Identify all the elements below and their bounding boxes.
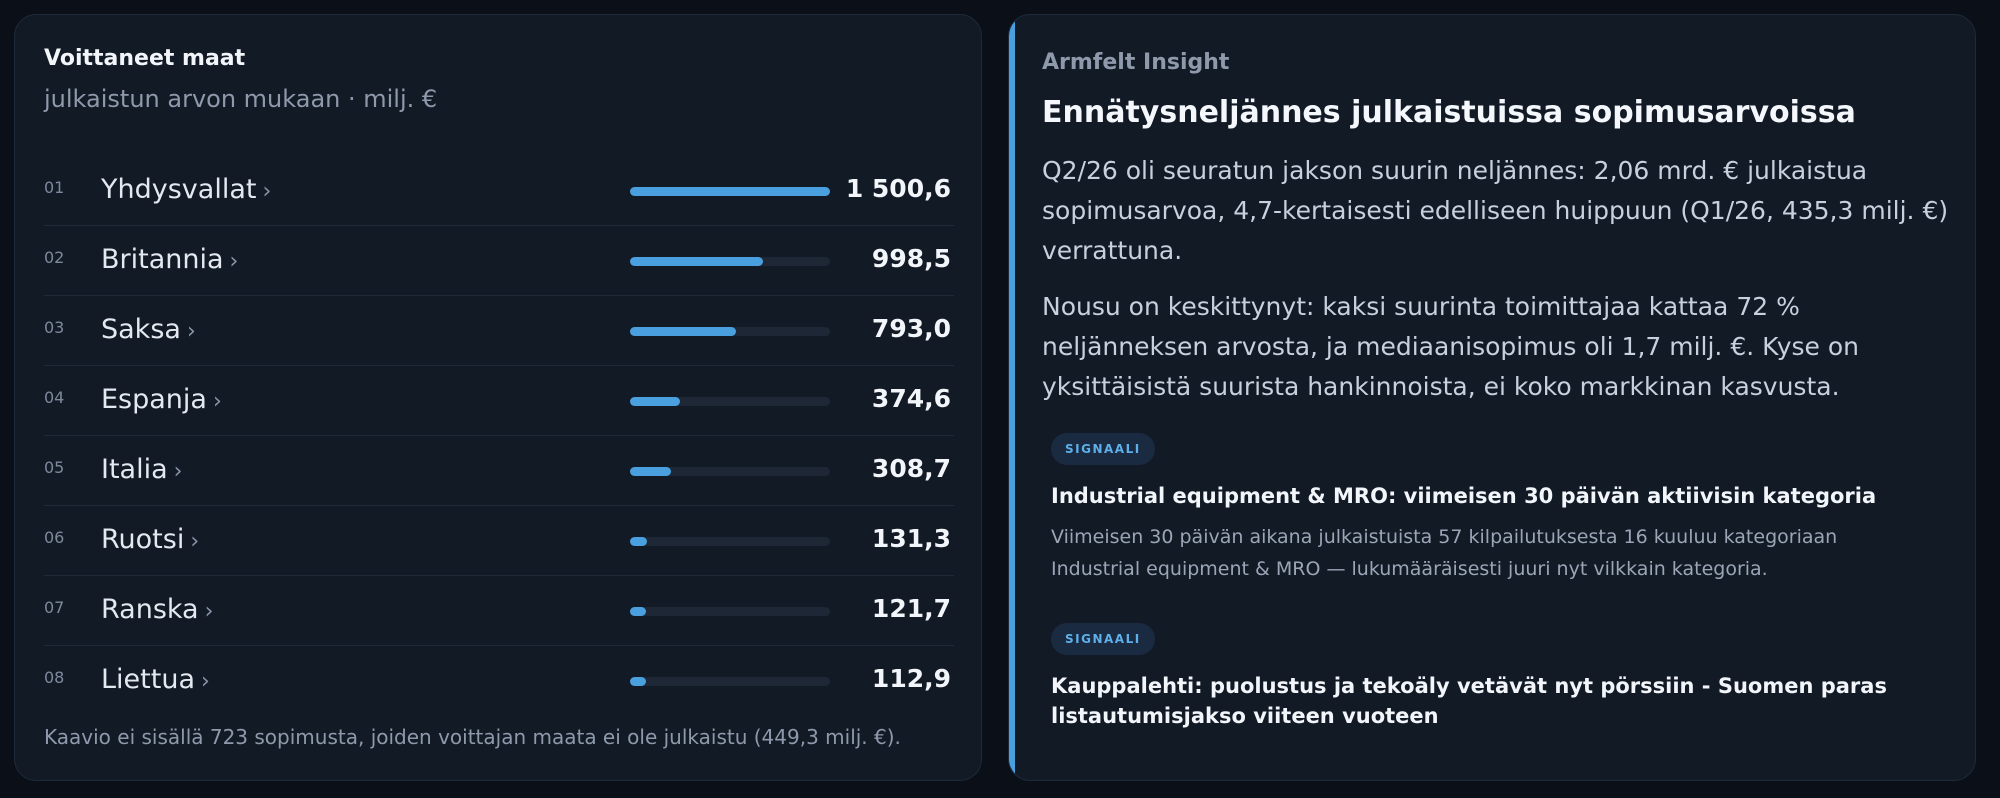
insight-brand: Armfelt Insight [1042,50,1230,75]
value-bar-track [630,257,830,266]
chevron-right-icon: › [173,459,183,484]
country-row-espanja[interactable]: 04 Espanja › 374,6 [44,366,954,436]
insight-card: Armfelt Insight Ennätysneljännes julkais… [1008,14,1976,781]
row-rank: 07 [44,598,65,617]
value-bar-fill [630,467,672,476]
value-bar-fill [630,257,764,266]
row-rank: 05 [44,458,65,477]
country-row-britannia[interactable]: 02 Britannia › 998,5 [44,226,954,296]
signal-item: SIGNAALI Industrial equipment & MRO: vii… [1051,433,1931,585]
accent-bar [1009,15,1015,780]
value-bar-track [630,677,830,686]
chevron-right-icon: › [262,179,272,204]
country-name: Ranska [101,594,199,625]
chevron-right-icon: › [190,529,200,554]
chevron-right-icon: › [186,319,196,344]
country-row-ruotsi[interactable]: 06 Ruotsi › 131,3 [44,506,954,576]
signal-badge: SIGNAALI [1051,623,1155,655]
insight-headline: Ennätysneljännes julkaistuissa sopimusar… [1042,95,1856,130]
country-name: Saksa [101,314,181,345]
winning-countries-card: Voittaneet maat julkaistun arvon mukaan … [14,14,982,781]
chevron-right-icon: › [201,669,210,694]
row-value: 131,3 [871,524,951,553]
row-rank: 06 [44,528,65,547]
chevron-right-icon: › [212,389,222,414]
value-bar-fill [630,397,680,406]
value-bar-fill [630,327,736,336]
country-link[interactable]: Espanja › [101,384,222,415]
country-name: Britannia [101,244,224,275]
value-bar-fill [630,187,830,196]
row-rank: 02 [44,248,65,267]
value-bar-fill [630,677,646,686]
card-subtitle: julkaistun arvon mukaan · milj. € [44,85,438,113]
chevron-right-icon: › [229,249,239,274]
row-value: 121,7 [871,594,951,623]
card-title: Voittaneet maat [44,46,246,71]
row-rank: 04 [44,388,65,407]
row-rank: 03 [44,318,65,337]
value-bar-fill [630,607,647,616]
country-name: Yhdysvallat [101,174,257,205]
signal-badge: SIGNAALI [1051,433,1155,465]
value-bar-track [630,397,830,406]
row-rank: 08 [44,668,65,687]
country-row-saksa[interactable]: 03 Saksa › 793,0 [44,296,954,366]
insight-paragraph-2: Nousu on keskittynyt: kaksi suurinta toi… [1042,292,1859,401]
row-value: 112,9 [871,664,951,693]
country-link[interactable]: Ranska › [101,594,213,625]
row-value: 1 500,6 [845,174,951,203]
country-name: Espanja [101,384,207,415]
value-bar-track [630,187,830,196]
country-link[interactable]: Ruotsi › [101,524,199,555]
signal-item: SIGNAALI Kauppalehti: puolustus ja tekoä… [1051,623,1931,731]
row-value: 308,7 [871,454,951,483]
country-row-liettua[interactable]: 08 Liettua › 112,9 [44,646,954,716]
row-value: 793,0 [871,314,951,343]
country-name: Ruotsi [101,524,185,555]
country-name: Italia [101,454,168,485]
country-row-yhdysvallat[interactable]: 01 Yhdysvallat › 1 500,6 [44,156,954,226]
country-link[interactable]: Italia › [101,454,182,485]
country-link[interactable]: Yhdysvallat › [101,174,271,205]
value-bar-track [630,327,830,336]
row-value: 998,5 [871,244,951,273]
value-bar-track [630,607,830,616]
signal-body: Viimeisen 30 päivän aikana julkaistuista… [1051,526,1838,580]
country-name: Liettua [101,664,195,695]
signal-title[interactable]: Kauppalehti: puolustus ja tekoäly vetävä… [1051,674,1887,728]
row-value: 374,6 [871,384,951,413]
country-row-italia[interactable]: 05 Italia › 308,7 [44,436,954,506]
country-link[interactable]: Liettua › [101,664,210,695]
footnote: Kaavio ei sisällä 723 sopimusta, joiden … [44,725,901,749]
country-link[interactable]: Saksa › [101,314,196,345]
country-link[interactable]: Britannia › [101,244,238,275]
row-rank: 01 [44,178,65,197]
value-bar-fill [630,537,648,546]
value-bar-track [630,467,830,476]
country-row-ranska[interactable]: 07 Ranska › 121,7 [44,576,954,646]
insight-paragraph-1: Q2/26 oli seuratun jakson suurin neljänn… [1042,156,1949,265]
value-bar-track [630,537,830,546]
signal-title[interactable]: Industrial equipment & MRO: viimeisen 30… [1051,484,1877,508]
chevron-right-icon: › [204,599,214,624]
